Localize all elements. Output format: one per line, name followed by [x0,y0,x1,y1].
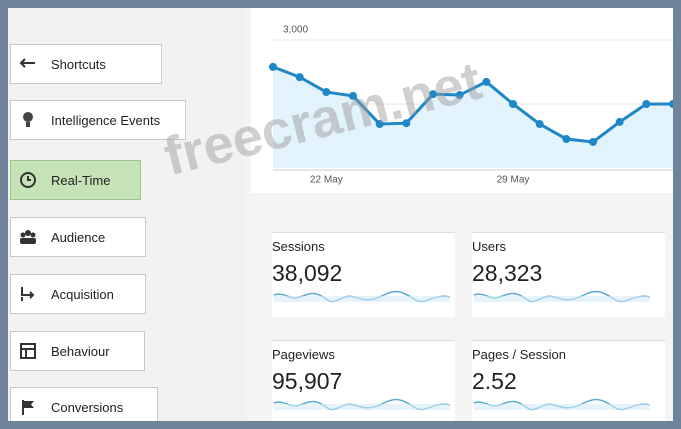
metric-value: 38,092 [272,260,343,286]
nav-item[interactable]: Behaviour [10,331,145,371]
point [269,62,277,71]
metric-card: Users 28,323 [472,232,665,317]
nav-item[interactable]: Real-Time [10,160,141,200]
metric-card: Pages / Session 2.52 [472,340,665,421]
nav-item[interactable]: Audience [10,217,146,257]
line [272,65,673,144]
x-tick-label: 22 May [310,175,343,186]
sparkline [273,398,451,411]
point [349,91,357,100]
point [375,120,384,129]
nav-item[interactable]: Shortcuts [10,44,162,84]
point [322,88,331,97]
nav-label: Behaviour [51,343,110,359]
nav-item[interactable]: Conversions [10,387,158,421]
nav-icon [23,112,33,127]
sparkline [473,398,651,411]
nav-icon [20,172,36,188]
metric-label: Pages / Session [472,347,566,362]
nav-icon [20,230,36,244]
point [455,91,464,100]
nav-icon [20,343,36,359]
point [562,134,571,143]
nav-icon [19,58,35,68]
metric-label: Pageviews [272,347,335,362]
metric-label: Sessions [272,239,325,254]
nav-item[interactable]: Acquisition [10,274,146,314]
nav-label: Audience [51,229,106,245]
sidebar: Shortcuts Intelligence Events Real-Time Aud… [8,8,245,421]
nav-item[interactable]: Intelligence Events [10,100,186,140]
point [615,117,624,126]
metric-value: 2.52 [472,368,517,394]
point [535,120,544,129]
x-tick-label: 29 May [497,175,530,186]
metric-card: Pageviews 95,907 [272,340,455,421]
point [669,100,673,108]
nav-icon [22,400,34,415]
metric-value: 28,323 [472,260,543,286]
nav-label: Real-Time [51,172,111,188]
nav-label: Acquisition [51,286,114,302]
y-tick-label: 3,000 [283,25,308,36]
nav-label: Conversions [51,399,124,415]
nav-icon [21,287,35,301]
nav-label: Shortcuts [51,56,106,72]
sparkline [273,290,451,303]
point [589,137,597,146]
area [273,66,673,168]
app: Shortcuts Intelligence Events Real-Time Aud… [8,8,673,421]
point [642,100,651,108]
point [429,90,437,99]
point [509,100,517,108]
point [295,73,304,82]
metric-card: Sessions 38,092 [272,232,455,317]
sparkline [473,290,651,303]
metric-label: Users [472,239,506,254]
nav-label: Intelligence Events [51,112,161,128]
metric-value: 95,907 [272,368,343,394]
point [402,119,411,128]
point [482,77,491,86]
